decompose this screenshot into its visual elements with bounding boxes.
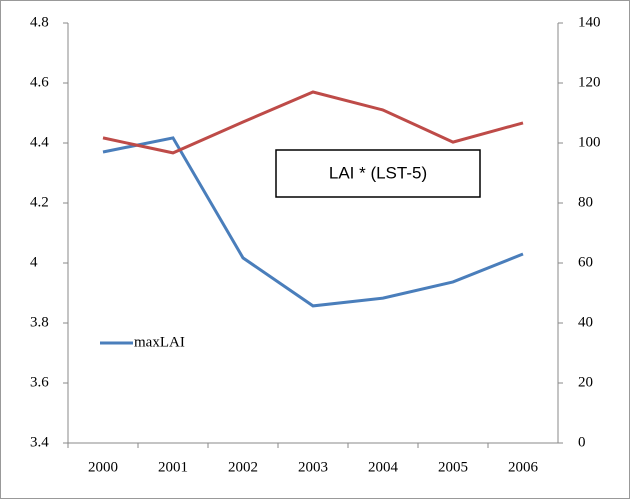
y2-tick-label: 100	[578, 134, 601, 150]
y-tick-label: 4.6	[30, 74, 49, 90]
annotation: LAI * (LST-5)	[329, 163, 427, 182]
y-tick-label: 3.8	[30, 314, 49, 330]
y2-tick-label: 140	[578, 14, 601, 30]
y2-tick-label: 80	[578, 194, 593, 210]
x-tick-label: 2003	[298, 459, 328, 475]
y2-tick-label: 40	[578, 314, 593, 330]
series-line	[102, 136, 524, 308]
y-tick-label: 4.2	[30, 194, 49, 210]
x-tick-label: 2004	[368, 459, 399, 475]
series-line	[102, 90, 524, 155]
y2-tick-label: 60	[578, 254, 593, 270]
y2-tick-label: 20	[578, 374, 593, 390]
x-tick-label: 2001	[158, 459, 188, 475]
annotation-box	[275, 149, 481, 198]
y-tick-label: 4	[30, 254, 38, 270]
x-tick-label: 2005	[438, 459, 468, 475]
y-tick-label: 3.6	[30, 374, 49, 390]
y-tick-label: 3.4	[30, 434, 49, 450]
y2-tick-label: 120	[578, 74, 601, 90]
x-tick-label: 2002	[228, 459, 258, 475]
x-tick-label: 2006	[508, 459, 539, 475]
legend-label: maxLAI	[134, 334, 185, 350]
x-tick-label: 2000	[88, 459, 118, 475]
y-tick-label: 4.8	[30, 14, 49, 30]
y2-tick-label: 0	[578, 434, 586, 450]
y-tick-label: 4.4	[30, 134, 49, 150]
